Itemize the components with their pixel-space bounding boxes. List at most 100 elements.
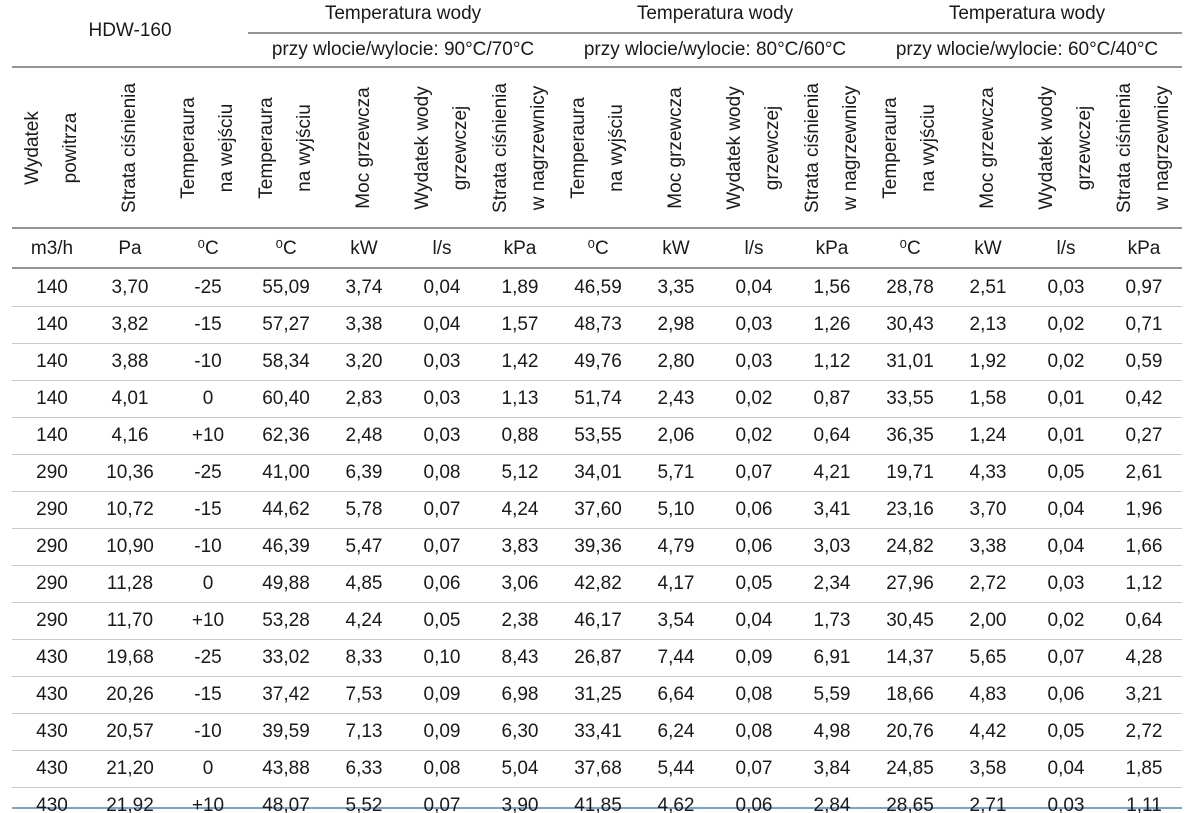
column-unit: kPa [504, 238, 537, 259]
cell: 11,70 [107, 610, 153, 631]
cell: 5,59 [814, 684, 851, 705]
cell: 0,05 [736, 573, 773, 594]
group-title: Temperatura wody [325, 3, 482, 24]
cell: 2,72 [1126, 721, 1163, 742]
cell: 19,71 [886, 462, 934, 483]
cell: 57,27 [262, 314, 310, 335]
cell: 0,07 [736, 462, 773, 483]
cell: 0,01 [1048, 425, 1085, 446]
cell: 2,34 [814, 573, 851, 594]
cell: 1,56 [814, 277, 851, 298]
column-label: Strata ciśnienia [1114, 83, 1135, 213]
column-unit: ⁰C [899, 238, 920, 259]
cell: 4,62 [658, 795, 695, 813]
cell: 1,11 [1126, 795, 1162, 813]
cell: 60,40 [262, 388, 310, 409]
cell: 4,24 [346, 610, 383, 631]
cell: 27,96 [886, 573, 934, 594]
cell: 36,35 [886, 425, 934, 446]
cell: 2,48 [346, 425, 383, 446]
cell: 34,01 [574, 462, 622, 483]
cell: -25 [194, 277, 221, 298]
cell: 10,72 [106, 499, 154, 520]
column-label: powitrza [60, 112, 81, 183]
cell: 31,25 [574, 684, 622, 705]
cell: -25 [194, 462, 221, 483]
cell: 10,90 [106, 536, 154, 557]
cell: 6,24 [658, 721, 695, 742]
cell: 140 [36, 351, 68, 372]
cell: 8,33 [346, 647, 383, 668]
cell: 0,64 [1126, 610, 1163, 631]
cell: -15 [194, 684, 221, 705]
column-label: grzewczej [450, 106, 471, 190]
cell: 18,66 [886, 684, 934, 705]
group-subtitle: przy wlocie/wylocie: 80°C/60°C [584, 39, 846, 60]
cell: -10 [194, 351, 221, 372]
cell: 43,88 [262, 758, 310, 779]
column-label: w nagrzewnicy [528, 85, 549, 211]
column-label: Temperaura [256, 97, 277, 199]
cell: 0,42 [1126, 388, 1163, 409]
cell: 0,02 [1048, 610, 1085, 631]
column-unit: l/s [745, 238, 764, 259]
cell: 0,06 [424, 573, 461, 594]
column-label: Wydatek wody [1036, 86, 1057, 210]
cell: 0,04 [1048, 499, 1085, 520]
cell: 1,73 [814, 610, 851, 631]
cell: 5,71 [658, 462, 695, 483]
cell: 3,35 [658, 277, 695, 298]
cell: 3,38 [346, 314, 383, 335]
column-label: Temperaura [178, 97, 199, 199]
cell: 2,00 [970, 610, 1007, 631]
cell: 3,83 [502, 536, 539, 557]
cell: 21,92 [106, 795, 154, 813]
cell: 0,87 [814, 388, 851, 409]
cell: 3,74 [346, 277, 383, 298]
cell: 1,24 [970, 425, 1007, 446]
cell: 0,06 [1048, 684, 1085, 705]
cell: 0,03 [424, 351, 461, 372]
cell: 3,70 [970, 499, 1007, 520]
column-label: na wejściu [216, 104, 237, 193]
cell: 0,71 [1126, 314, 1163, 335]
cell: 4,85 [346, 573, 383, 594]
cell: 30,43 [886, 314, 934, 335]
cell: 2,84 [814, 795, 851, 813]
column-unit: kW [662, 238, 690, 259]
cell: 290 [36, 499, 68, 520]
cell: 4,21 [814, 462, 851, 483]
cell: 0,04 [424, 277, 461, 298]
cell: 11,28 [107, 573, 153, 594]
cell: 6,39 [346, 462, 383, 483]
cell: 37,60 [574, 499, 622, 520]
cell: 1,42 [502, 351, 539, 372]
cell: 0,88 [502, 425, 539, 446]
column-unit: kPa [816, 238, 849, 259]
cell: 3,58 [970, 758, 1007, 779]
column-unit: l/s [433, 238, 452, 259]
cell: 48,73 [574, 314, 622, 335]
cell: 1,92 [970, 351, 1007, 372]
cell: 2,72 [970, 573, 1007, 594]
column-unit: kW [974, 238, 1002, 259]
column-label: Temperaura [568, 97, 589, 199]
cell: 10,36 [106, 462, 154, 483]
cell: 3,21 [1126, 684, 1163, 705]
cell: 0,04 [1048, 536, 1085, 557]
cell: 49,76 [574, 351, 622, 372]
column-label: Strata ciśnienia [490, 83, 511, 213]
column-label: na wyjściu [294, 104, 315, 192]
cell: 3,54 [658, 610, 695, 631]
cell: 1,58 [970, 388, 1007, 409]
column-unit: ⁰C [275, 238, 296, 259]
model-title: HDW-160 [88, 20, 171, 41]
cell: 49,88 [262, 573, 310, 594]
column-label: Strata ciśnienia [802, 83, 823, 213]
column-label: grzewczej [762, 106, 783, 190]
cell: 62,36 [262, 425, 310, 446]
cell: 33,02 [262, 647, 310, 668]
cell: 0,03 [1048, 277, 1085, 298]
cell: 7,53 [346, 684, 383, 705]
